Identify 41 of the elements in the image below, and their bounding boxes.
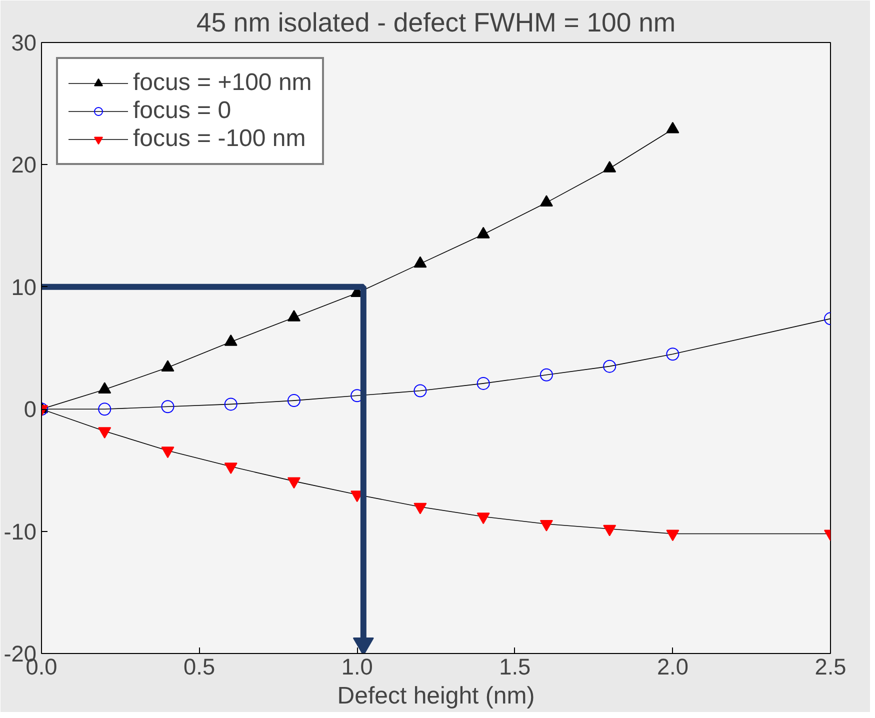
point: [98, 427, 112, 439]
point: [476, 512, 490, 524]
point: [161, 446, 174, 458]
x-tick-label: 0.5: [184, 654, 216, 680]
point: [287, 394, 300, 408]
chart-title: 45 nm isolated - defect FWHM = 100 nm: [196, 8, 676, 38]
y-tick-label: 0: [24, 396, 37, 422]
y-tick-label: 10: [11, 274, 36, 300]
legend-label: focus = 0: [133, 97, 232, 125]
point: [666, 122, 680, 134]
point: [224, 398, 238, 411]
legend-label: focus = -100 nm: [133, 125, 306, 153]
x-tick-label: 2.5: [814, 654, 846, 680]
point: [414, 256, 427, 268]
point: [603, 524, 616, 536]
point: [540, 368, 553, 382]
point: [287, 477, 300, 489]
x-tick-label: 1.5: [499, 654, 531, 680]
point: [161, 360, 174, 372]
point: [98, 402, 112, 416]
point: [224, 334, 238, 346]
x-axis-title: Defect height (nm): [337, 682, 535, 710]
point: [666, 530, 680, 542]
y-tick-label: 30: [11, 30, 36, 56]
point: [414, 502, 427, 514]
point: [666, 348, 680, 361]
y-tick-label: -10: [4, 518, 37, 544]
x-tick-label: 1.0: [341, 654, 373, 680]
point: [287, 310, 300, 322]
point: [161, 400, 174, 414]
point: [476, 376, 490, 390]
point: [476, 226, 490, 238]
legend-label: focus = +100 nm: [133, 69, 312, 97]
point: [603, 160, 616, 172]
point: [540, 195, 553, 207]
y-tick-label: 20: [11, 152, 36, 178]
point: [414, 384, 427, 398]
point: [540, 520, 553, 532]
x-tick-label: 2.0: [656, 654, 688, 680]
point: [603, 360, 616, 373]
point: [224, 462, 238, 474]
